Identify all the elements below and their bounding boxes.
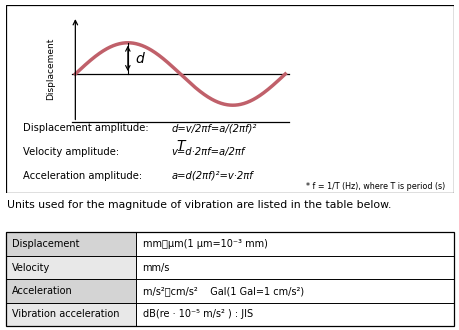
Text: mm、μm(1 μm=10⁻³ mm): mm、μm(1 μm=10⁻³ mm) <box>142 239 267 249</box>
Text: Vibration acceleration: Vibration acceleration <box>12 309 120 319</box>
Text: Acceleration amplitude:: Acceleration amplitude: <box>23 171 142 181</box>
Text: Displacement: Displacement <box>46 38 55 101</box>
Bar <box>6 279 135 303</box>
Text: * f = 1/T (Hz), where T is period (s): * f = 1/T (Hz), where T is period (s) <box>306 182 444 191</box>
Text: m/s²、cm/s²    Gal(1 Gal=1 cm/s²): m/s²、cm/s² Gal(1 Gal=1 cm/s²) <box>142 286 303 296</box>
Text: Velocity amplitude:: Velocity amplitude: <box>23 147 119 157</box>
Text: dB(re · 10⁻⁵ m/s² ) : JIS: dB(re · 10⁻⁵ m/s² ) : JIS <box>142 309 252 319</box>
Text: Displacement amplitude:: Displacement amplitude: <box>23 123 149 133</box>
Bar <box>6 232 135 256</box>
Bar <box>6 232 453 326</box>
Bar <box>6 256 135 279</box>
Bar <box>6 303 135 326</box>
Text: T: T <box>176 139 184 152</box>
Text: Displacement: Displacement <box>12 239 80 249</box>
Text: Units used for the magnitude of vibration are listed in the table below.: Units used for the magnitude of vibratio… <box>7 200 391 210</box>
Text: v=d·2πf=a/2πf: v=d·2πf=a/2πf <box>171 147 245 157</box>
Text: mm/s: mm/s <box>142 263 170 273</box>
Text: d=v/2πf=a/(2πf)²: d=v/2πf=a/(2πf)² <box>171 123 257 133</box>
Text: d: d <box>135 52 144 66</box>
Text: a=d(2πf)²=v·2πf: a=d(2πf)²=v·2πf <box>171 171 253 181</box>
Text: Velocity: Velocity <box>12 263 50 273</box>
Text: Acceleration: Acceleration <box>12 286 73 296</box>
